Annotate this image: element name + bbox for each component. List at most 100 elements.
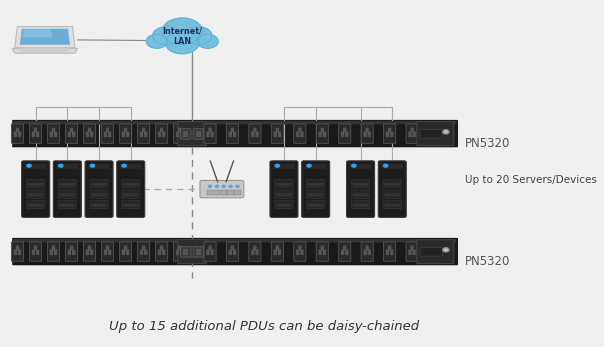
Text: Internet/
LAN: Internet/ LAN: [162, 26, 202, 46]
FancyBboxPatch shape: [249, 124, 261, 143]
FancyBboxPatch shape: [308, 193, 323, 196]
FancyBboxPatch shape: [352, 180, 370, 188]
Circle shape: [445, 131, 448, 133]
FancyBboxPatch shape: [28, 203, 43, 207]
FancyBboxPatch shape: [406, 242, 418, 261]
FancyBboxPatch shape: [298, 128, 301, 132]
Circle shape: [443, 248, 449, 252]
FancyBboxPatch shape: [58, 180, 77, 188]
FancyBboxPatch shape: [34, 246, 37, 250]
FancyBboxPatch shape: [90, 200, 108, 209]
FancyBboxPatch shape: [27, 200, 45, 209]
FancyBboxPatch shape: [70, 246, 73, 250]
FancyBboxPatch shape: [91, 193, 107, 196]
FancyBboxPatch shape: [50, 132, 53, 137]
FancyBboxPatch shape: [142, 128, 145, 132]
FancyBboxPatch shape: [350, 164, 371, 169]
FancyBboxPatch shape: [347, 161, 374, 217]
FancyBboxPatch shape: [323, 132, 326, 137]
FancyBboxPatch shape: [162, 249, 165, 255]
FancyBboxPatch shape: [106, 246, 109, 250]
FancyBboxPatch shape: [306, 190, 325, 198]
FancyBboxPatch shape: [178, 246, 181, 250]
FancyBboxPatch shape: [122, 249, 125, 255]
FancyBboxPatch shape: [275, 200, 293, 209]
Circle shape: [197, 34, 218, 48]
FancyBboxPatch shape: [91, 183, 107, 186]
FancyBboxPatch shape: [86, 249, 89, 255]
FancyBboxPatch shape: [318, 132, 322, 137]
FancyBboxPatch shape: [30, 242, 42, 261]
FancyBboxPatch shape: [123, 183, 138, 186]
FancyBboxPatch shape: [300, 132, 304, 137]
Text: PN5320: PN5320: [465, 137, 510, 151]
FancyBboxPatch shape: [276, 203, 292, 207]
FancyBboxPatch shape: [361, 124, 373, 143]
FancyBboxPatch shape: [306, 200, 325, 209]
FancyBboxPatch shape: [318, 249, 322, 255]
FancyBboxPatch shape: [296, 249, 300, 255]
FancyBboxPatch shape: [390, 132, 393, 137]
FancyBboxPatch shape: [124, 128, 127, 132]
FancyBboxPatch shape: [90, 132, 93, 137]
FancyBboxPatch shape: [204, 124, 216, 143]
FancyBboxPatch shape: [278, 132, 281, 137]
FancyBboxPatch shape: [121, 190, 140, 198]
FancyBboxPatch shape: [140, 132, 143, 137]
FancyBboxPatch shape: [34, 128, 37, 132]
FancyBboxPatch shape: [88, 164, 110, 169]
FancyBboxPatch shape: [343, 128, 346, 132]
FancyBboxPatch shape: [214, 190, 220, 195]
FancyBboxPatch shape: [101, 242, 114, 261]
FancyBboxPatch shape: [60, 183, 75, 186]
FancyBboxPatch shape: [206, 132, 210, 137]
FancyBboxPatch shape: [70, 128, 73, 132]
Circle shape: [146, 34, 167, 48]
Polygon shape: [12, 49, 77, 53]
FancyBboxPatch shape: [251, 132, 254, 137]
FancyBboxPatch shape: [14, 121, 457, 125]
FancyBboxPatch shape: [16, 128, 19, 132]
FancyBboxPatch shape: [271, 242, 283, 261]
Circle shape: [91, 164, 95, 167]
FancyBboxPatch shape: [14, 249, 17, 255]
FancyBboxPatch shape: [384, 242, 396, 261]
FancyBboxPatch shape: [47, 242, 60, 261]
FancyBboxPatch shape: [420, 130, 442, 138]
FancyBboxPatch shape: [60, 193, 75, 196]
FancyBboxPatch shape: [321, 128, 324, 132]
FancyBboxPatch shape: [16, 246, 19, 250]
Circle shape: [236, 185, 239, 187]
FancyBboxPatch shape: [65, 242, 77, 261]
FancyBboxPatch shape: [364, 132, 367, 137]
FancyBboxPatch shape: [183, 249, 188, 255]
FancyBboxPatch shape: [88, 246, 91, 250]
FancyBboxPatch shape: [178, 121, 207, 146]
FancyBboxPatch shape: [173, 242, 185, 261]
FancyBboxPatch shape: [124, 246, 127, 250]
FancyBboxPatch shape: [155, 124, 168, 143]
Circle shape: [384, 164, 388, 167]
FancyBboxPatch shape: [117, 161, 145, 217]
FancyBboxPatch shape: [30, 124, 42, 143]
Polygon shape: [20, 29, 70, 45]
FancyBboxPatch shape: [60, 203, 75, 207]
FancyBboxPatch shape: [193, 129, 204, 139]
Circle shape: [352, 164, 356, 167]
FancyBboxPatch shape: [178, 128, 181, 132]
FancyBboxPatch shape: [11, 242, 24, 261]
Text: Up to 15 additional PDUs can be daisy-chained: Up to 15 additional PDUs can be daisy-ch…: [109, 320, 419, 333]
FancyBboxPatch shape: [296, 132, 300, 137]
FancyBboxPatch shape: [120, 242, 132, 261]
FancyBboxPatch shape: [353, 183, 368, 186]
FancyBboxPatch shape: [308, 183, 323, 186]
FancyBboxPatch shape: [121, 180, 140, 188]
FancyBboxPatch shape: [50, 249, 53, 255]
Circle shape: [162, 18, 202, 44]
FancyBboxPatch shape: [408, 132, 411, 137]
FancyBboxPatch shape: [278, 249, 281, 255]
FancyBboxPatch shape: [122, 132, 125, 137]
FancyBboxPatch shape: [390, 249, 393, 255]
FancyBboxPatch shape: [378, 161, 406, 217]
FancyBboxPatch shape: [28, 183, 43, 186]
